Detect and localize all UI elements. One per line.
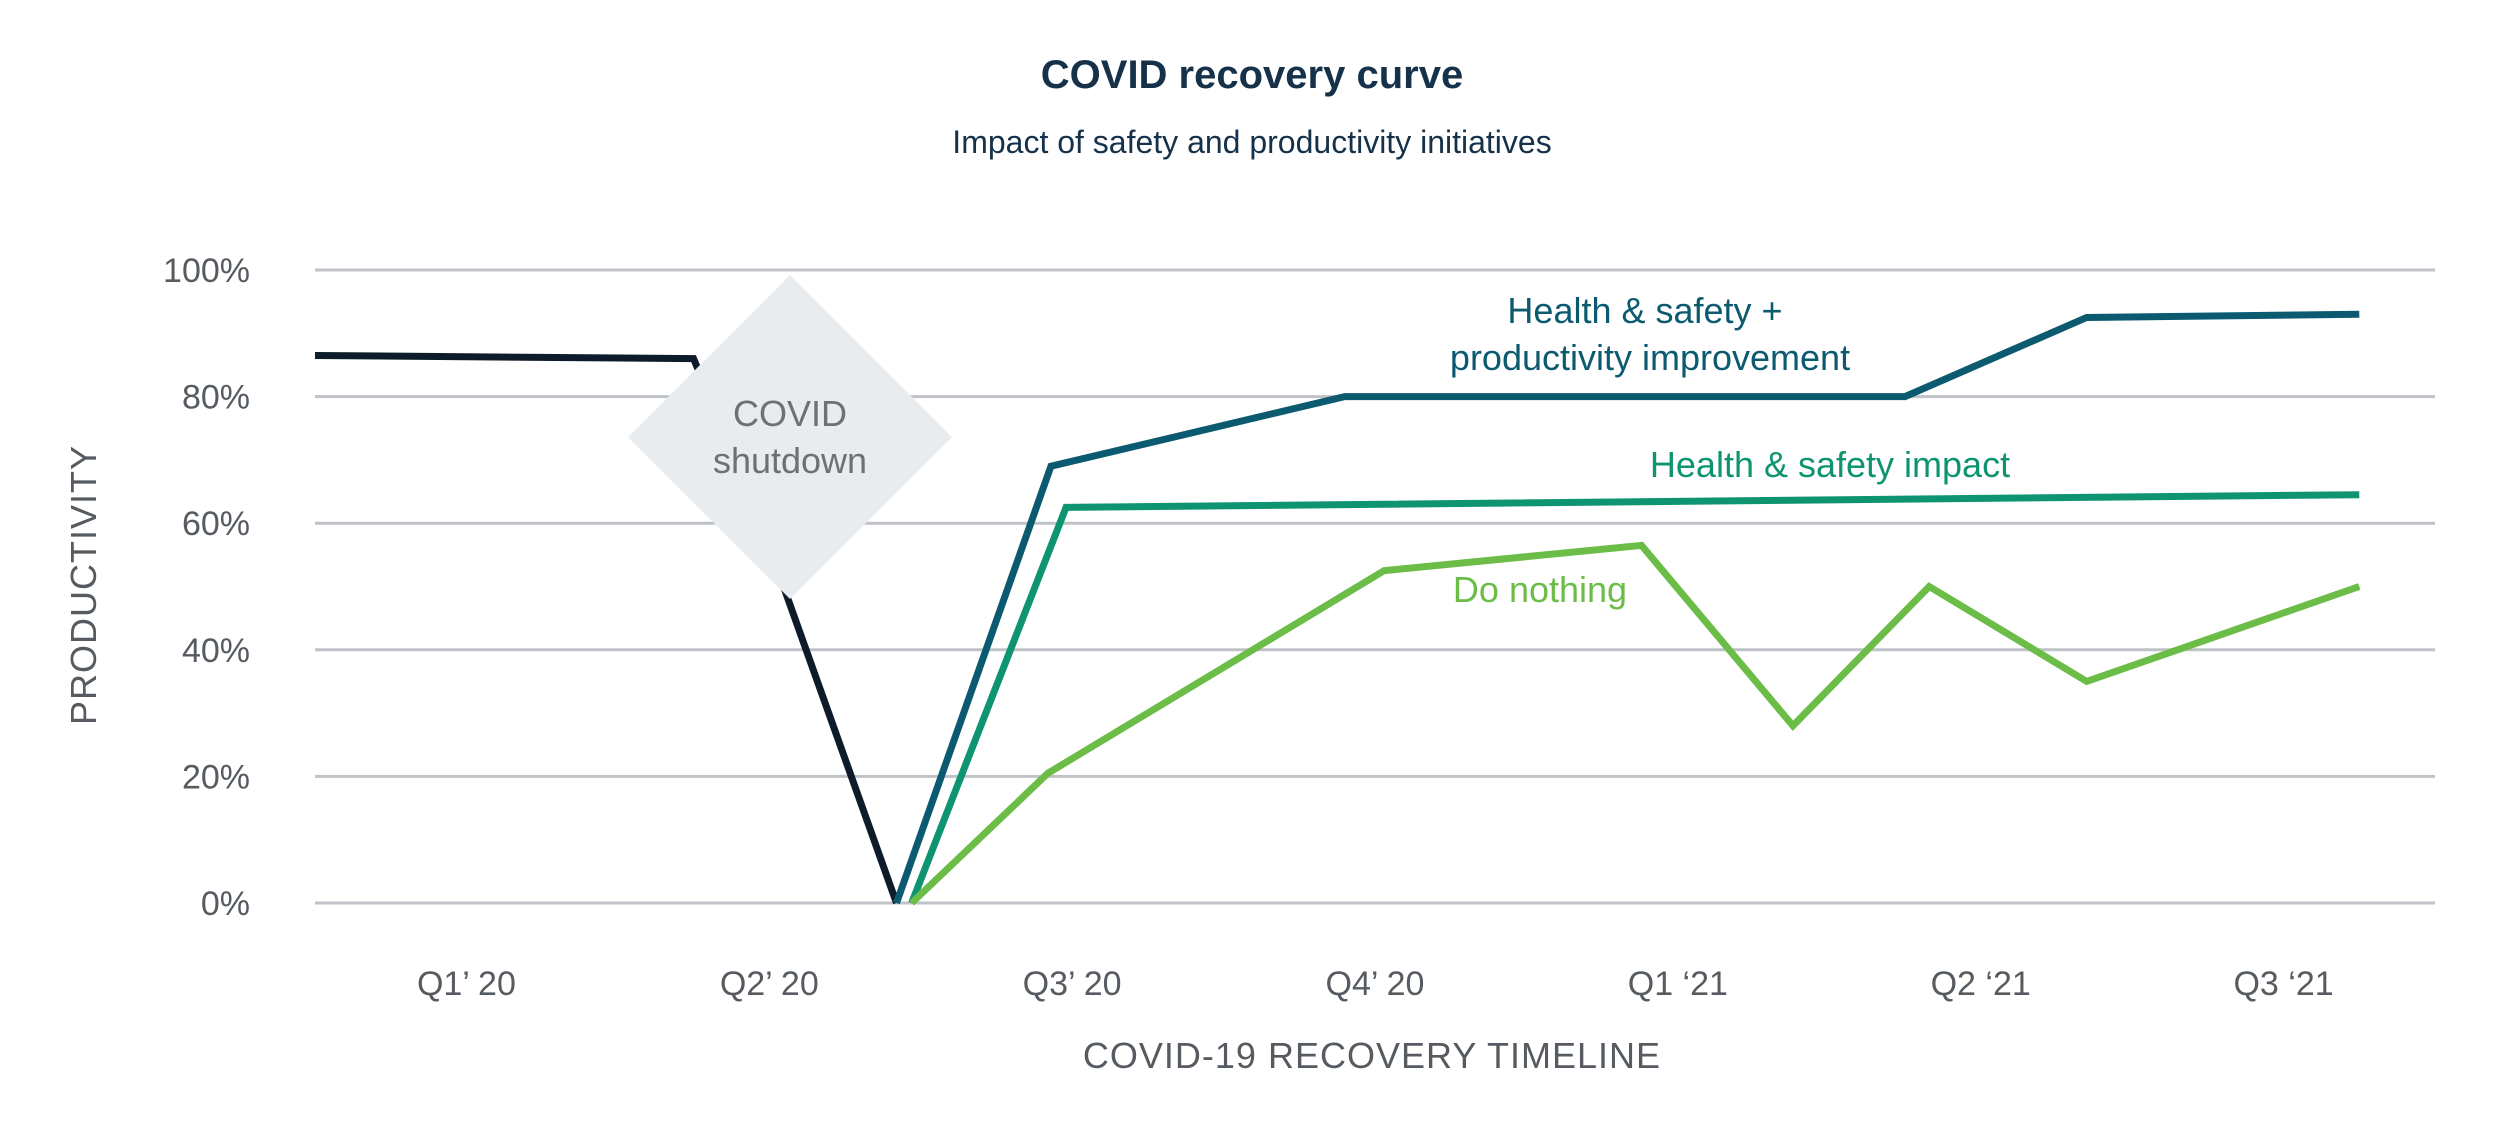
x-tick-label: Q2 ‘21: [1931, 965, 2031, 1003]
series-line-3: [909, 541, 2361, 906]
covid-shutdown-callout: COVID shutdown: [628, 275, 952, 599]
x-axis-ticks: Q1’ 20 Q2’ 20 Q3’ 20 Q4’ 20 Q1 ‘21 Q2 ‘21 Q3 ‘…: [417, 965, 2334, 1003]
series-line-1: [893, 310, 2360, 905]
y-tick-label: 40%: [182, 632, 250, 670]
y-axis-title: PRODUCTIVITY: [63, 445, 104, 725]
callout-diamond: [628, 275, 952, 599]
label-hs-productivity-line-2: productivity improvement: [1450, 337, 1850, 378]
x-tick-label: Q4’ 20: [1326, 965, 1425, 1003]
label-do-nothing: Do nothing: [1453, 569, 1627, 610]
y-axis-ticks: 0% 20% 40% 60% 80% 100%: [163, 252, 250, 923]
series-lines: [314, 310, 2361, 906]
y-tick-label: 0%: [201, 885, 250, 923]
y-tick-label: 80%: [182, 379, 250, 417]
label-hs-productivity-line-1: Health & safety +: [1507, 290, 1782, 331]
series-line-2: [908, 491, 2360, 905]
x-axis-title: COVID-19 RECOVERY TIMELINE: [1083, 1035, 1661, 1076]
chart-title: COVID recovery curve: [1041, 53, 1463, 97]
y-tick-label: 60%: [182, 505, 250, 543]
x-tick-label: Q2’ 20: [720, 965, 819, 1003]
y-tick-label: 100%: [163, 252, 250, 290]
callout-line-1: COVID: [733, 393, 847, 434]
x-tick-label: Q3’ 20: [1023, 965, 1122, 1003]
x-tick-label: Q1’ 20: [417, 965, 516, 1003]
chart-subtitle: Impact of safety and productivity initia…: [952, 124, 1551, 160]
gridlines: [315, 268, 2435, 905]
y-tick-label: 20%: [182, 758, 250, 796]
callout-line-2: shutdown: [713, 440, 867, 481]
x-tick-label: Q3 ‘21: [2233, 965, 2333, 1003]
label-hs-impact: Health & safety impact: [1650, 444, 2010, 485]
x-tick-label: Q1 ‘21: [1628, 965, 1728, 1003]
